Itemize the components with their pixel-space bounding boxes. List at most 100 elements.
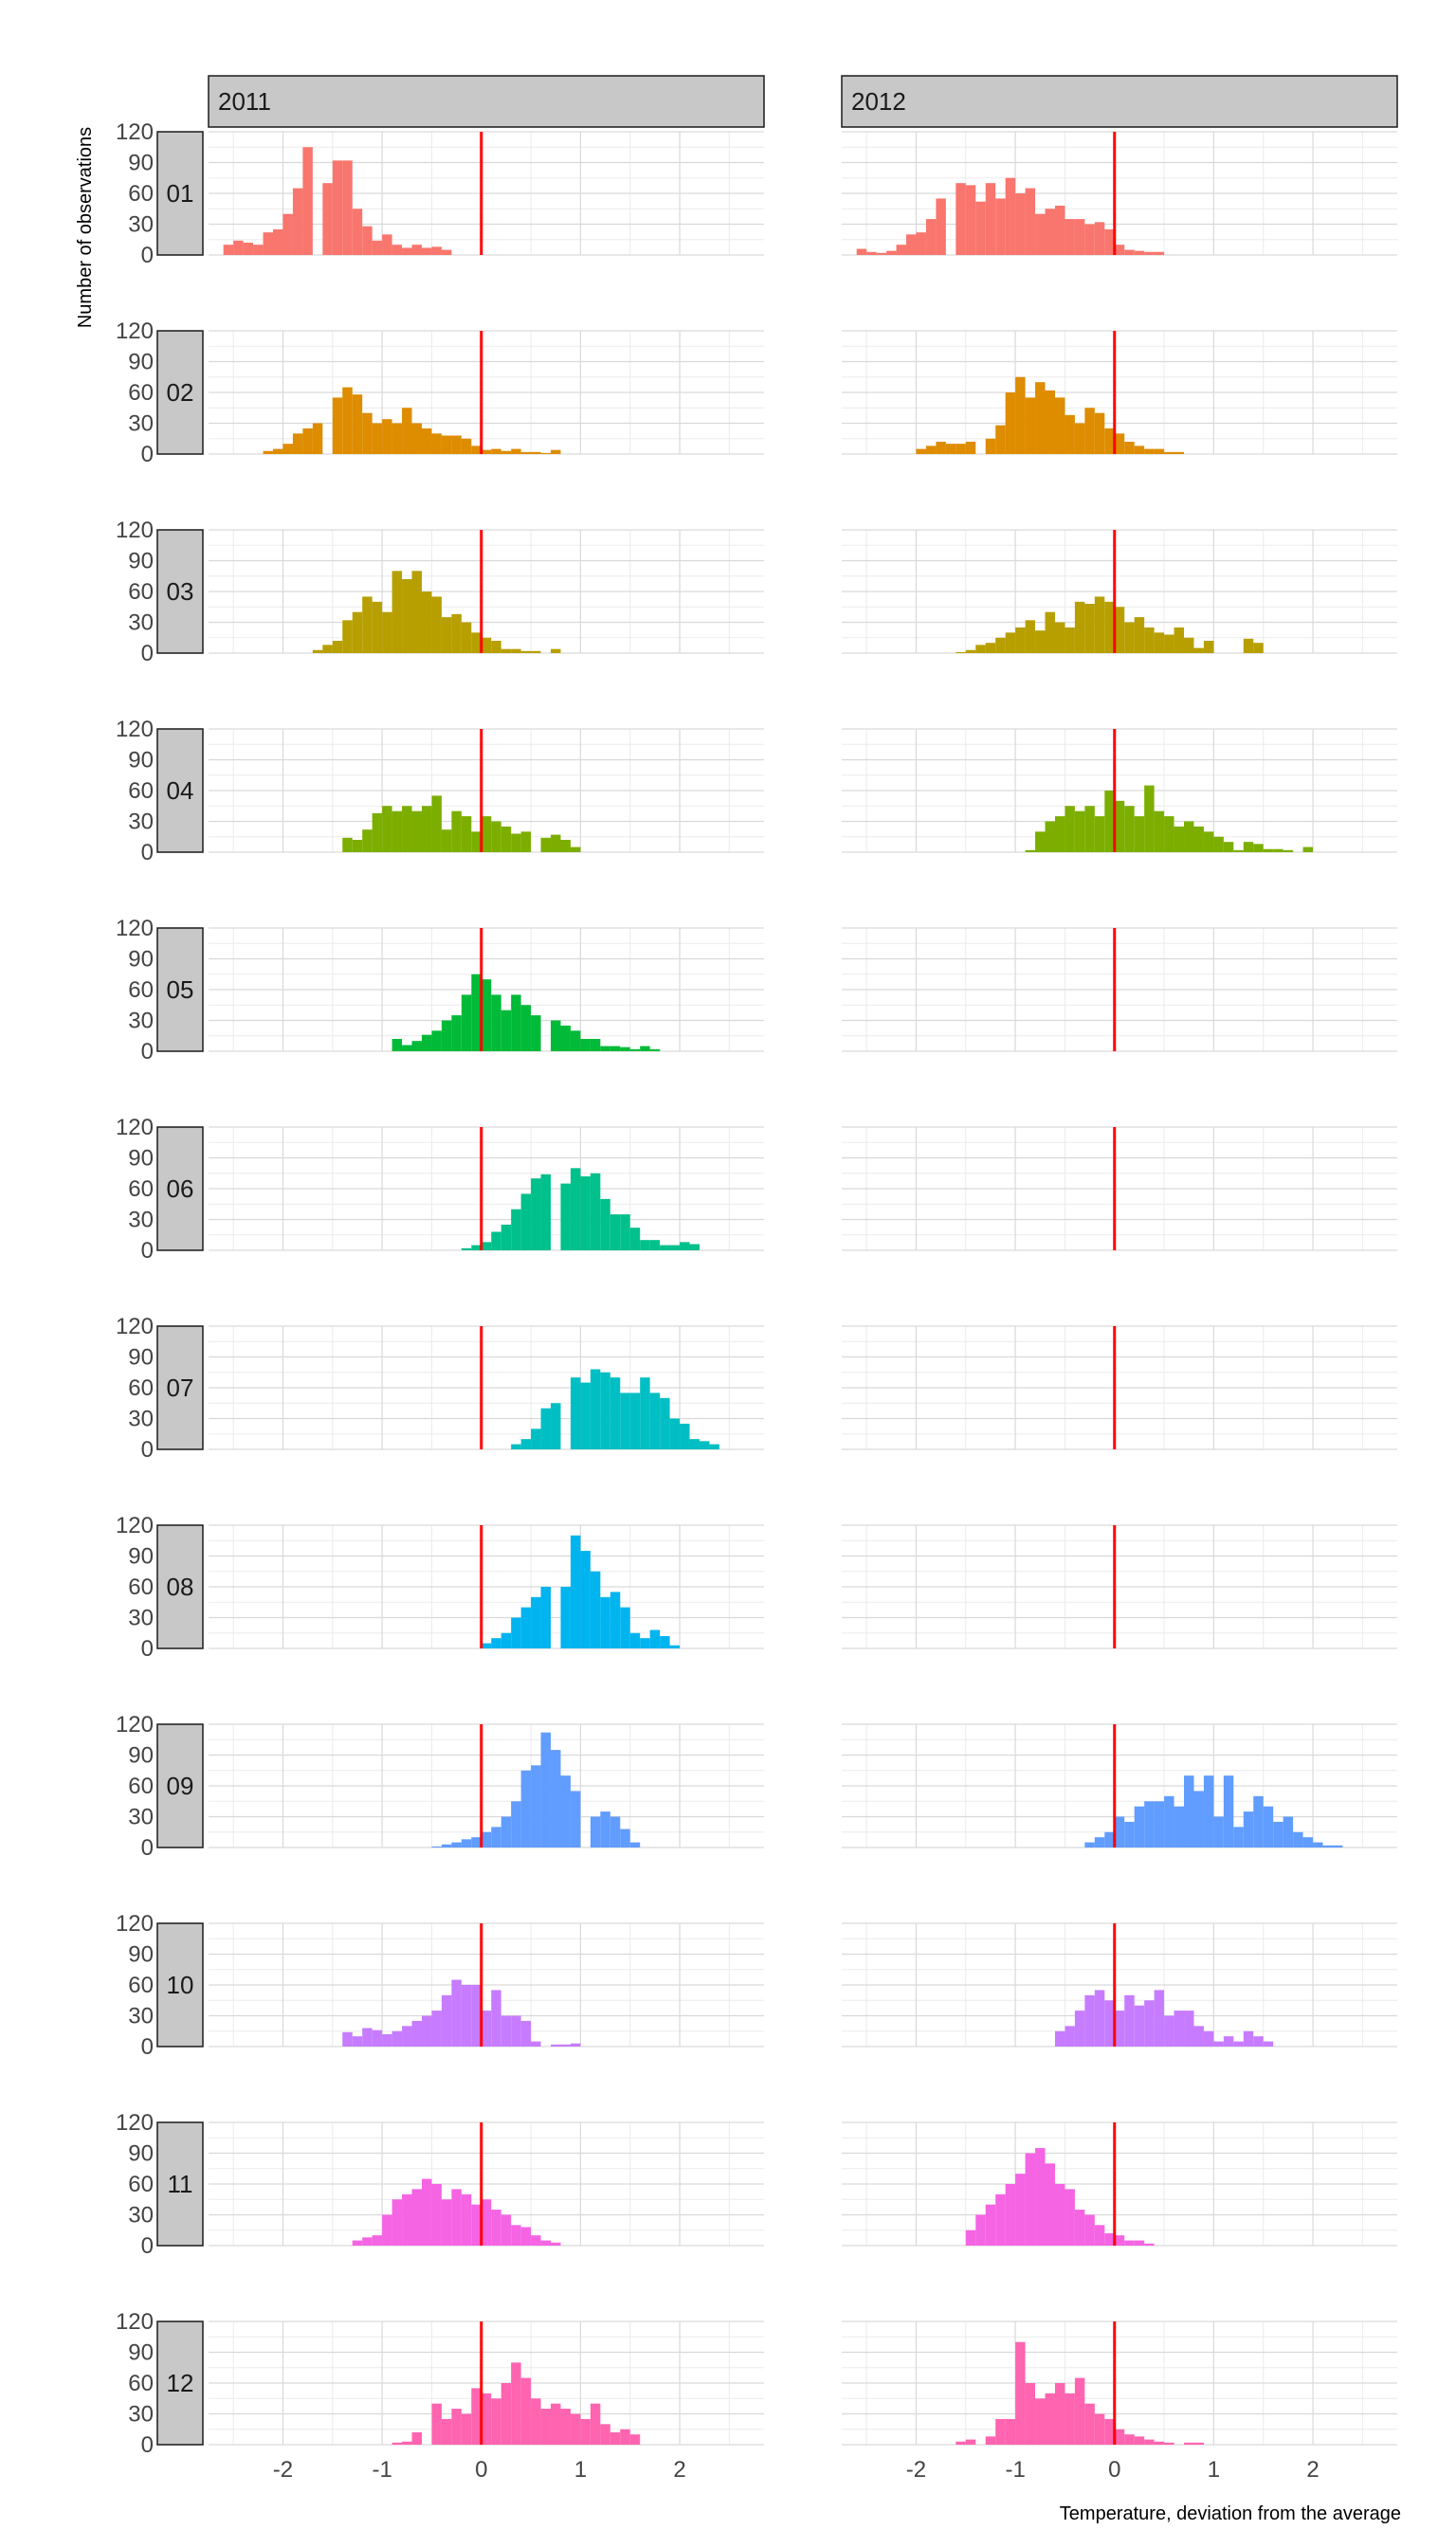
histogram-bar [560,2044,571,2047]
row-strip-label-01: 01 [167,179,194,208]
histogram-bar [481,1242,492,1250]
histogram-bar [629,1392,641,1449]
histogram-bar [1164,2015,1174,2047]
y-tick-label: 60 [128,1973,154,1998]
histogram-bar [1084,2214,1095,2246]
histogram-bar [292,433,303,454]
histogram-bar [610,1046,621,1051]
histogram-bar [551,1020,561,1051]
histogram-bar [649,1629,661,1648]
histogram-bar [570,846,581,852]
histogram-bar [906,234,917,255]
histogram-bar [1322,1845,1333,1847]
histogram-bar [402,2441,412,2445]
histogram-bar [520,1607,532,1648]
column-strip-2012 [841,75,1398,128]
y-tick-label: 90 [128,1743,154,1769]
histogram-bar [391,2030,403,2047]
histogram-bar [511,1444,521,1449]
histogram-bar [886,250,897,255]
histogram-bar [1193,1791,1204,1847]
histogram-bar [520,2020,532,2047]
histogram-bar [1065,806,1075,852]
histogram-bar [1134,816,1145,852]
histogram-bar [511,1801,521,1847]
histogram-bar [600,1198,610,1250]
row-strip-label-02: 02 [167,378,194,407]
histogram-bar [1114,607,1125,653]
panel-2012-06 [842,1126,1397,1251]
histogram-bar [629,1048,641,1051]
histogram-bar [253,245,264,255]
y-tick-label: 90 [128,748,154,774]
histogram-bar [402,579,412,653]
histogram-bar [660,1245,670,1250]
histogram-bar [1134,250,1145,255]
column-strip-2011 [208,75,765,128]
histogram-bar [1104,1831,1115,1847]
histogram-bar [689,1439,700,1449]
row-strip-11 [156,2121,204,2247]
histogram-bar [1164,2442,1174,2445]
histogram-bar [511,1209,521,1250]
histogram-bar [481,2011,492,2047]
histogram-bar [431,2011,442,2047]
histogram-bar [511,994,521,1051]
histogram-bar [382,234,392,255]
histogram-bar [600,1811,610,1847]
histogram-bar [560,840,571,852]
row-strip-04 [156,728,204,853]
histogram-bar [471,632,482,653]
y-tick-label: 0 [141,243,154,268]
row-strip-label-09: 09 [167,1772,194,1800]
histogram-bar [995,425,1006,454]
histogram-bar [1273,848,1283,852]
histogram-bar [402,806,412,852]
histogram-bar [500,1010,512,1051]
histogram-bar [342,837,353,852]
histogram-bar [1223,842,1234,852]
histogram-bar [421,1034,432,1051]
histogram-bar [1005,177,1016,255]
histogram-bar [1174,451,1185,454]
histogram-bar [1094,1990,1105,2047]
y-tick-label: 90 [128,2141,154,2167]
histogram-bar [1094,412,1105,454]
histogram-bar [1193,647,1204,653]
y-tick-label: 30 [128,1805,154,1830]
x-tick-label: 2 [673,2457,685,2483]
y-tick-label: 0 [141,1039,154,1065]
y-tick-label: 0 [141,1437,154,1463]
histogram-bar [1124,442,1135,454]
histogram-bar [1045,2163,1055,2246]
histogram-bar [1025,2153,1036,2246]
histogram-bar [1263,848,1274,852]
histogram-bar [570,1791,581,1847]
histogram-bar [1065,2189,1075,2246]
histogram-bar [500,450,512,454]
y-tick-label: 90 [128,1146,154,1172]
y-tick-label: 60 [128,778,154,804]
histogram-bar [570,2413,581,2445]
histogram-bar [640,1377,650,1449]
y-tick-label: 90 [128,1544,154,1570]
histogram-bar [1223,2036,1234,2047]
histogram-bar [461,1839,472,1847]
histogram-bar [1054,397,1065,454]
y-tick-label: 90 [128,350,154,375]
histogram-bar [362,596,373,653]
histogram-bar [620,1046,630,1051]
histogram-bar [441,2199,452,2246]
y-tick-label: 60 [128,1375,154,1401]
histogram-bar [342,620,353,653]
panel-2011-09 [209,1723,764,1848]
panel-2011-12 [209,2320,764,2446]
histogram-bar [551,834,561,852]
histogram-bar [531,1596,541,1648]
histogram-bar [1025,849,1036,852]
histogram-bar [540,837,552,852]
histogram-bar [411,423,422,454]
histogram-bar [590,1039,601,1051]
histogram-bar [1005,2418,1016,2445]
